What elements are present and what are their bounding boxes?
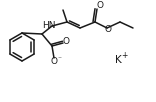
Text: O: O [97,2,103,11]
Text: ⁻: ⁻ [57,54,61,64]
Text: HN: HN [42,21,56,29]
Text: O: O [63,37,70,45]
Text: K: K [115,55,121,65]
Text: +: + [121,52,127,60]
Text: O: O [51,57,58,65]
Text: O: O [105,26,112,34]
